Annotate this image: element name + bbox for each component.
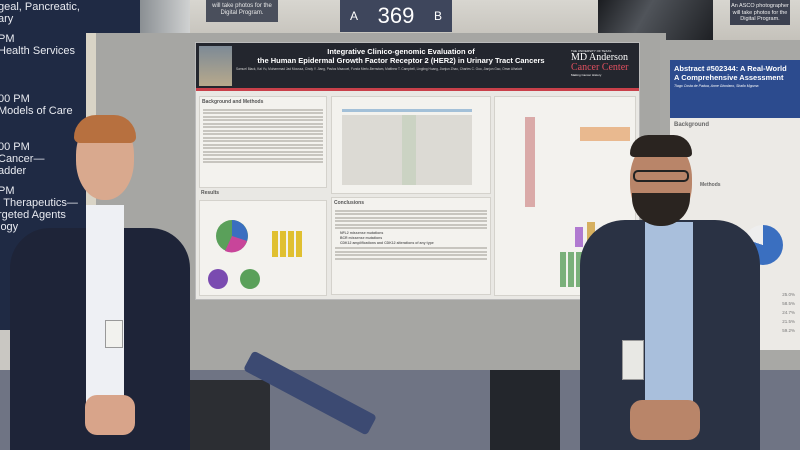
schedule-line: Models of Care — [0, 105, 73, 117]
person-right — [560, 0, 800, 450]
schedule-line: PM — [0, 185, 15, 197]
neighbor-poster-title: Abstract #502344: A Real-World A Compreh… — [674, 64, 796, 82]
neighbor-section-background: Background — [674, 122, 710, 128]
photo-notice-sign-right: An ASCO photographer will take photos fo… — [730, 0, 790, 25]
section-title: Results — [201, 190, 220, 196]
poster-authors: Samuel Black, Kai Yu, Muhammad Jad Mouss… — [236, 67, 523, 71]
section-title: Conclusions — [334, 200, 365, 206]
conclusion-item: NFL2 missense mutations — [340, 230, 384, 235]
photo-notice-sign-left: will take photos for the Digital Program… — [206, 0, 278, 22]
shirt — [645, 222, 693, 422]
person-left — [0, 0, 200, 450]
hair — [630, 135, 692, 157]
neighbor-poster-authors: Tiago Costa de Padua, Anne Giordano, Sha… — [674, 84, 759, 88]
neighbor-poster-header: Abstract #502344: A Real-World A Compreh… — [670, 60, 800, 118]
logo-name: MD Anderson — [571, 52, 628, 63]
results-figures — [199, 200, 327, 296]
research-poster: Integrative Clinico-genomic Evaluation o… — [195, 42, 640, 300]
background-person-legs — [490, 370, 560, 450]
figure-heatmap — [331, 96, 491, 194]
glasses — [633, 170, 689, 182]
booth-number: 369 — [377, 3, 415, 28]
results-charts — [208, 220, 302, 289]
hands — [85, 395, 135, 435]
neighbor-section-methods: Methods — [700, 182, 721, 188]
logo-top-text: THE UNIVERSITY OF TEXAS — [571, 49, 612, 53]
building-photo — [199, 46, 232, 86]
neighbor-title-line1: Abstract #502344: A Real-World — [674, 64, 787, 73]
schedule-line: Health Services — [0, 45, 76, 57]
background-section: Background and Methods — [199, 96, 327, 188]
table-cell: 25.0% — [782, 292, 795, 297]
figure-column-graphics — [525, 117, 630, 287]
schedule-line: ary — [0, 13, 14, 25]
section-title: Background and Methods — [202, 99, 264, 105]
poster-title-line2: the Human Epidermal Growth Factor Recept… — [257, 56, 545, 65]
poster-header: Integrative Clinico-genomic Evaluation o… — [196, 43, 639, 91]
booth-side-a: A — [350, 9, 359, 23]
table-cell: 21.5% — [782, 319, 795, 324]
schedule-line: 00 PM — [0, 141, 30, 153]
results-heading: Results — [199, 190, 327, 198]
conclusion-item: BCR missense mutations — [340, 235, 383, 240]
neighbor-title-line2: A Comprehensive Assessment — [674, 73, 784, 82]
schedule-line: PM — [0, 33, 15, 45]
conclusion-item: CDK12 amplifications and CDK12 alteratio… — [340, 240, 434, 245]
booth-number-sign: A 369 B — [340, 0, 452, 32]
poster-title: Integrative Clinico-genomic Evaluation o… — [236, 47, 566, 65]
logo-tagline: Making Cancer History — [571, 73, 602, 77]
schedule-line: rgeted Agents — [0, 209, 66, 221]
poster-title-line1: Integrative Clinico-genomic Evaluation o… — [327, 47, 475, 56]
schedule-line: adder — [0, 165, 27, 177]
table-cell: 59.2% — [782, 328, 795, 333]
booth-side-b: B — [433, 9, 442, 23]
name-badge — [622, 340, 644, 380]
hair — [74, 115, 136, 143]
shirt — [86, 205, 124, 405]
schedule-line: l Therapeutics— — [0, 197, 78, 209]
schedule-line: logy — [0, 221, 19, 233]
logo-name-2: Cancer Center — [571, 62, 629, 73]
name-badge — [105, 320, 123, 348]
heatmap-figure — [342, 109, 472, 185]
schedule-line: geal, Pancreatic, — [0, 1, 80, 13]
conclusions-section: Conclusions NFL2 missense mutations BCR … — [331, 197, 491, 295]
table-cell: 58.5% — [782, 301, 795, 306]
schedule-line: Cancer— — [0, 153, 45, 165]
neighbor-table: 25.0% 58.5% 24.7% 21.5% 59.2% — [765, 290, 795, 335]
hands — [630, 400, 700, 440]
md-anderson-logo: THE UNIVERSITY OF TEXAS MD Anderson Canc… — [571, 49, 639, 77]
schedule-line: 00 PM — [0, 93, 30, 105]
table-cell: 24.7% — [782, 310, 795, 315]
